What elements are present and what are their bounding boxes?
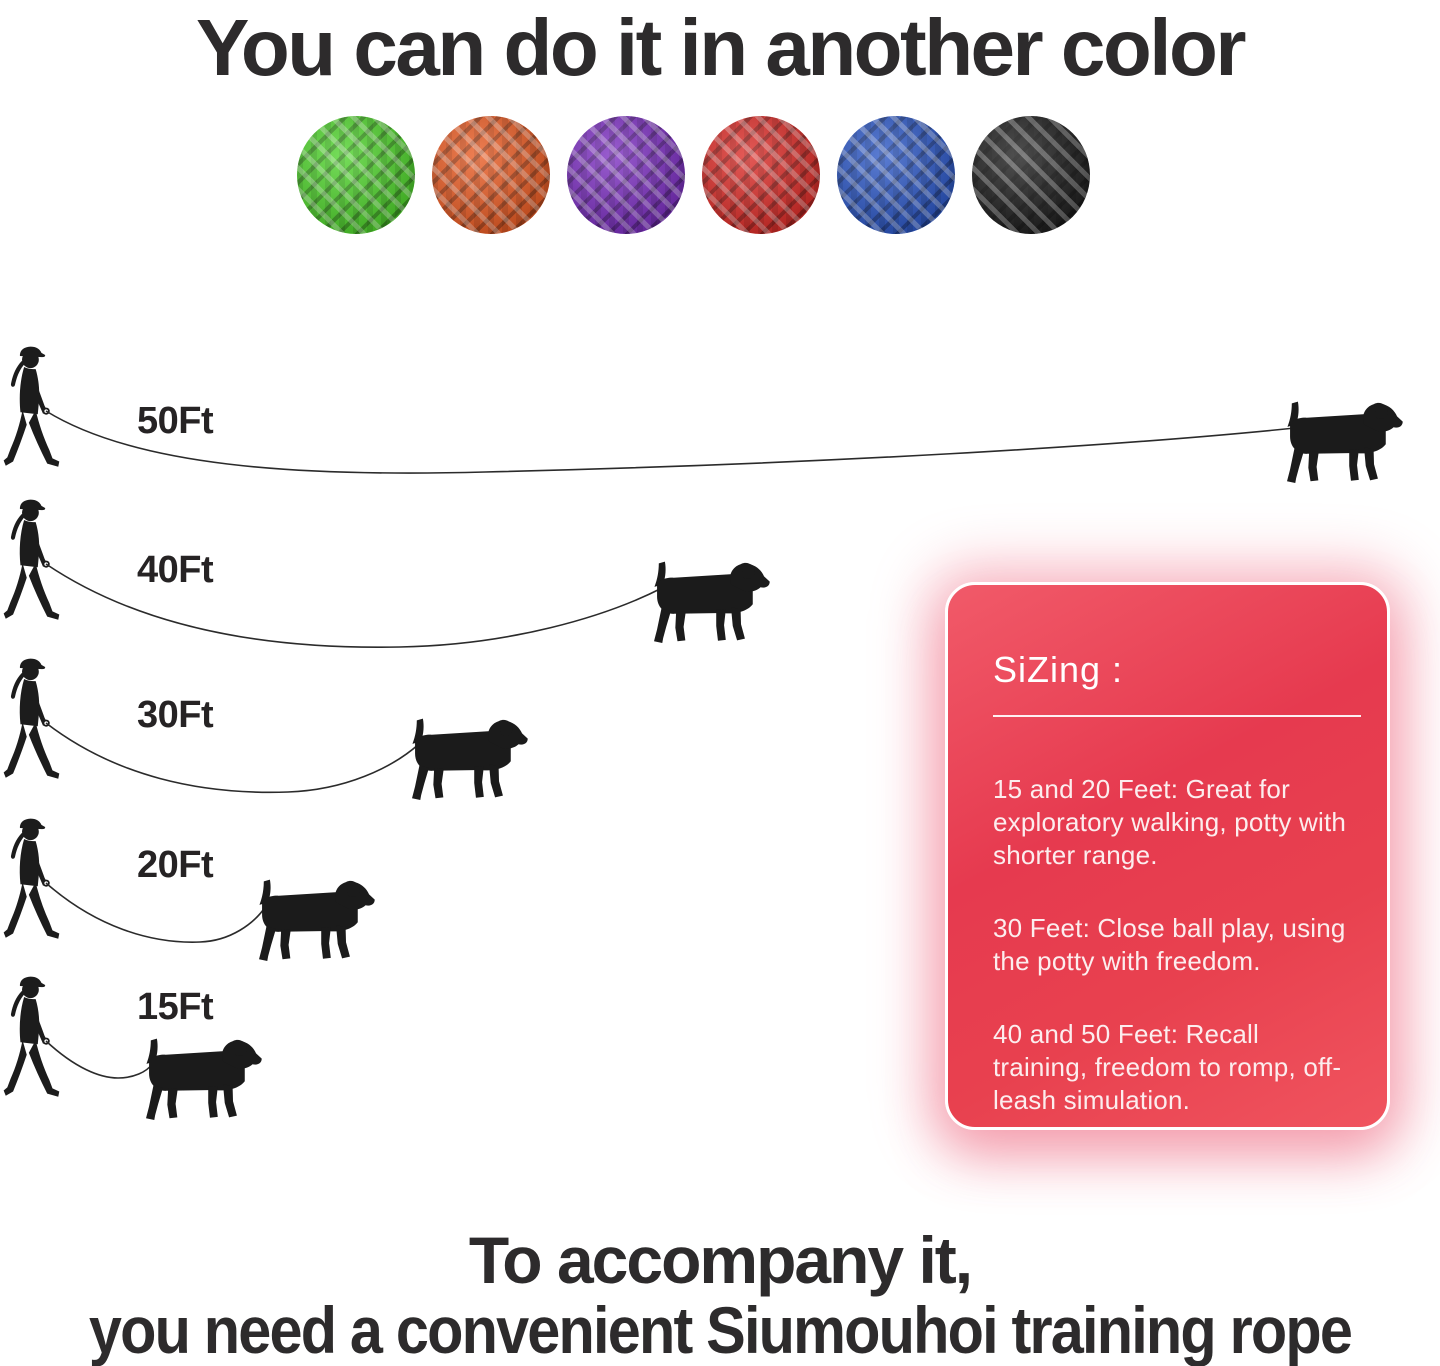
sizing-note-30ft: 30 Feet: Close ball play, using the pott… <box>993 913 1346 976</box>
walker-silhouette <box>3 499 60 620</box>
leash-length-label: 40Ft <box>137 549 214 591</box>
headline-bottom-line1: To accompany it, <box>468 1223 973 1297</box>
leash-length-label: 15Ft <box>137 986 214 1028</box>
leash-row-30ft <box>3 658 528 800</box>
walker-silhouette <box>3 818 60 939</box>
leash-line <box>45 563 663 649</box>
leash-row-15ft <box>3 976 262 1120</box>
walker-silhouette <box>3 658 60 779</box>
color-swatch-green <box>297 116 415 234</box>
leash-row-20ft <box>3 818 375 961</box>
color-options <box>297 116 1090 234</box>
leash-length-label: 20Ft <box>137 844 214 886</box>
color-swatch-orange <box>432 116 550 234</box>
sizing-notes: 15 and 20 Feet: Great for exploratory wa… <box>993 773 1349 1117</box>
color-swatch-red <box>702 116 820 234</box>
leash-line <box>45 882 267 943</box>
sizing-card-heading: SiZing : <box>993 649 1124 690</box>
leash-row-50ft <box>3 346 1403 483</box>
leash-row-40ft <box>3 499 770 649</box>
headline-top: You can do it in another color <box>195 3 1247 92</box>
headline-bottom-line2: you need a convenient Siumouhoi training… <box>88 1293 1353 1366</box>
leash-length-label: 50Ft <box>137 400 214 442</box>
sizing-note-40-50ft: 40 and 50 Feet: Recall training, freedom… <box>993 1019 1342 1115</box>
color-swatch-purple <box>567 116 685 234</box>
sizing-card-divider <box>993 715 1361 717</box>
dog-silhouette <box>259 879 375 961</box>
dog-silhouette <box>654 561 770 643</box>
leash-line <box>45 1040 153 1079</box>
leash-line <box>45 410 1296 474</box>
color-swatch-blue <box>837 116 955 234</box>
leash-length-label: 30Ft <box>137 694 214 736</box>
sizing-card: SiZing : 15 and 20 Feet: Great for explo… <box>945 582 1390 1130</box>
walker-silhouette <box>3 346 60 467</box>
leash-line <box>45 722 420 794</box>
walker-silhouette <box>3 976 60 1097</box>
dog-silhouette <box>1287 401 1403 483</box>
sizing-note-15-20ft: 15 and 20 Feet: Great for exploratory wa… <box>993 774 1347 870</box>
color-swatch-black <box>972 116 1090 234</box>
dog-silhouette <box>412 718 528 800</box>
dog-silhouette <box>146 1038 262 1120</box>
